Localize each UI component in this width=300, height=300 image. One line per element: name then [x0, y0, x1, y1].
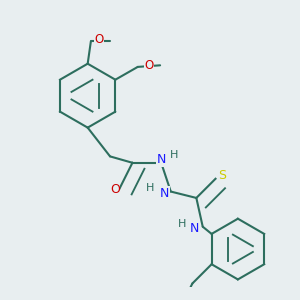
Text: O: O — [144, 59, 154, 72]
Text: H: H — [170, 150, 178, 160]
Text: H: H — [146, 183, 154, 194]
Text: O: O — [110, 183, 120, 196]
Text: O: O — [94, 33, 104, 46]
Text: N: N — [190, 222, 200, 235]
Text: N: N — [160, 187, 169, 200]
Text: H: H — [178, 218, 186, 229]
Text: S: S — [218, 169, 226, 182]
Text: N: N — [157, 153, 166, 166]
